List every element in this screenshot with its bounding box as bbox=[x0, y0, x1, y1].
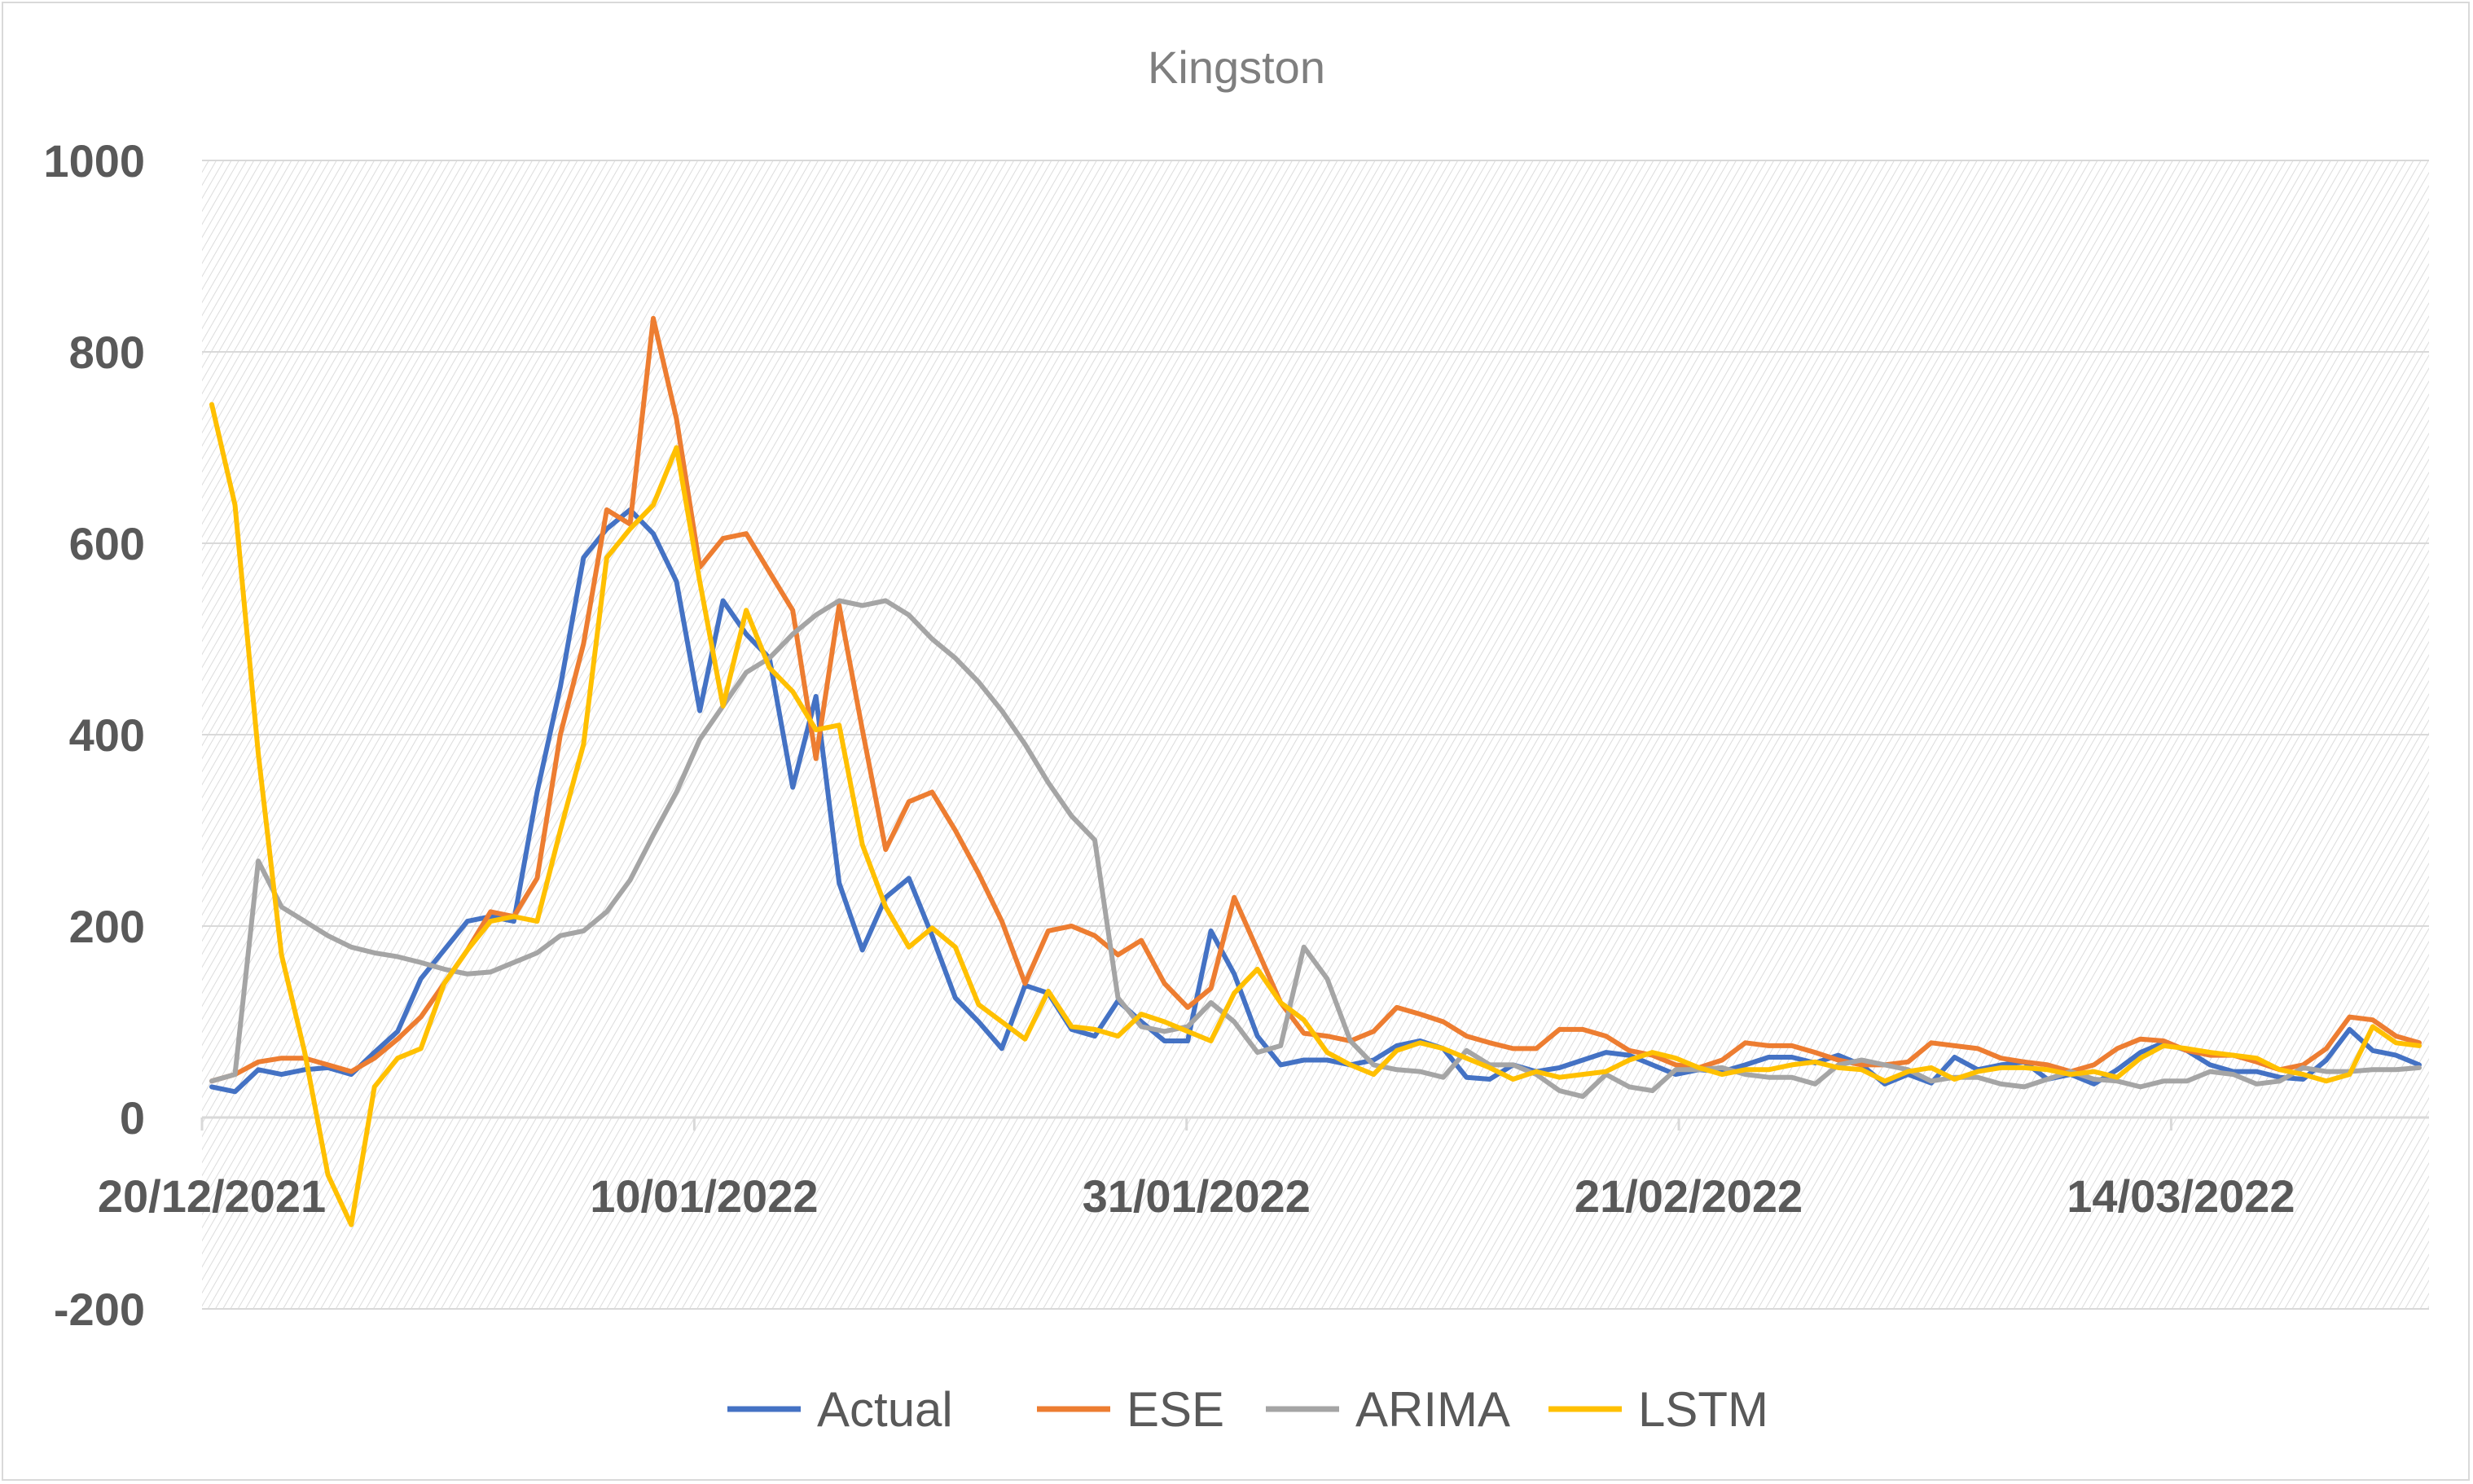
y-tick-label: 1000 bbox=[43, 135, 145, 187]
series-line-lstm bbox=[209, 402, 2422, 1227]
legend-label: ARIMA bbox=[1355, 1382, 1510, 1437]
x-tick-label: 10/01/2022 bbox=[590, 1170, 818, 1222]
legend: Actual ESE ARIMA LSTM bbox=[727, 1382, 1768, 1437]
y-tick-label: 0 bbox=[120, 1092, 145, 1144]
legend-label: Actual bbox=[817, 1382, 953, 1437]
chart-title: Kingston bbox=[1148, 42, 1325, 93]
y-tick-label: -200 bbox=[54, 1284, 145, 1335]
x-tick-label: 14/03/2022 bbox=[2067, 1170, 2295, 1222]
legend-item-ese: ESE bbox=[1037, 1382, 1224, 1437]
legend-item-actual: Actual bbox=[727, 1382, 953, 1437]
legend-label: ESE bbox=[1127, 1382, 1224, 1437]
legend-label: LSTM bbox=[1638, 1382, 1768, 1437]
x-tick-label: 20/12/2021 bbox=[98, 1170, 326, 1222]
legend-item-arima: ARIMA bbox=[1266, 1382, 1510, 1437]
y-tick-label: 400 bbox=[69, 709, 145, 761]
series-lines bbox=[209, 315, 2422, 1227]
y-tick-label: 200 bbox=[69, 901, 145, 952]
x-tick-label: 21/02/2022 bbox=[1575, 1170, 1803, 1222]
series-line-arima bbox=[209, 598, 2422, 1100]
x-axis: 20/12/2021 10/01/2022 31/01/2022 21/02/2022… bbox=[98, 1116, 2429, 1222]
y-tick-label: 600 bbox=[69, 518, 145, 569]
y-axis: 1000 800 600 400 200 0 -200 bbox=[43, 135, 145, 1335]
legend-item-lstm: LSTM bbox=[1548, 1382, 1768, 1437]
x-tick-label: 31/01/2022 bbox=[1083, 1170, 1311, 1222]
y-tick-label: 800 bbox=[69, 327, 145, 378]
